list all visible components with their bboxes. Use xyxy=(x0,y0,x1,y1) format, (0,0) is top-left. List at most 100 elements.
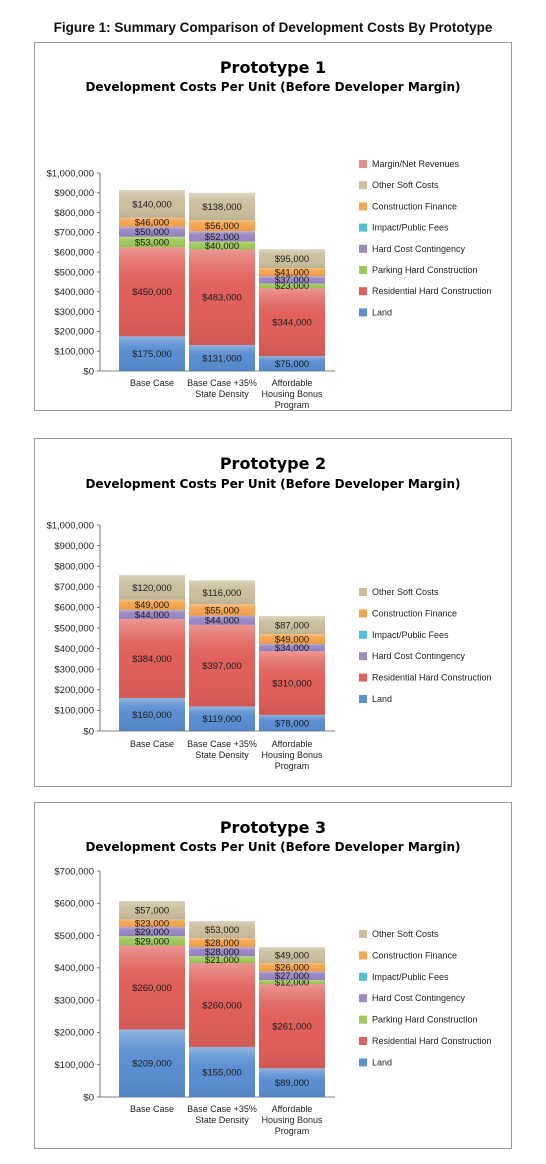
bar-segment-shade xyxy=(259,356,325,371)
x-category-label: State Density xyxy=(195,389,249,399)
bar-segment-shade xyxy=(119,945,185,1030)
data-label: $41,000 xyxy=(275,267,309,278)
legend-swatch-other-soft-costs xyxy=(359,588,367,596)
data-label: $57,000 xyxy=(135,906,169,917)
legend-swatch-land xyxy=(359,695,367,703)
y-tick-label: $500,000 xyxy=(54,623,94,634)
data-label: $49,000 xyxy=(275,951,309,962)
y-tick-label: $400,000 xyxy=(54,287,94,298)
bar-segment-shade xyxy=(189,921,255,939)
y-tick-label: $300,000 xyxy=(54,307,94,318)
legend-swatch-other-soft-costs xyxy=(359,930,367,938)
bar-segment-shade xyxy=(189,220,255,232)
legend-label: Parking Hard Construction xyxy=(372,265,478,275)
bar-segment-shade xyxy=(259,644,325,652)
data-label: $87,000 xyxy=(275,620,309,631)
bar-segment-shade xyxy=(189,345,255,371)
bar-segment-shade xyxy=(259,633,325,645)
legend-label: Hard Cost Contingency xyxy=(372,993,466,1003)
bar-segment-shade xyxy=(119,236,185,248)
bar-segment-shade xyxy=(119,336,185,371)
chart-prototype-1: Prototype 1 Development Costs Per Unit (B… xyxy=(46,58,491,410)
chart-prototype-2: Prototype 2 Development Costs Per Unit (B… xyxy=(46,454,491,771)
legend-label: Hard Cost Contingency xyxy=(372,244,466,254)
legend-label: Land xyxy=(372,307,392,317)
data-label: $75,000 xyxy=(275,359,309,370)
y-tick-label: $300,000 xyxy=(54,665,94,676)
bar-segment-shade xyxy=(259,268,325,277)
y-tick-label: $400,000 xyxy=(54,963,94,974)
data-label: $483,000 xyxy=(202,293,242,304)
bar-segment-shade xyxy=(189,249,255,346)
chart-title: Prototype 3 xyxy=(220,818,326,837)
legend-swatch-parking-hard-construction xyxy=(359,266,367,274)
bar-segment-shade xyxy=(119,609,185,619)
data-label: $23,000 xyxy=(275,281,309,292)
data-label: $56,000 xyxy=(205,221,239,232)
x-category-label: Housing Bonus xyxy=(261,750,323,760)
x-category-label: Affordable xyxy=(272,739,313,749)
data-label: $28,000 xyxy=(205,947,239,958)
chart-panel-prototype-3: Prototype 3 Development Costs Per Unit (B… xyxy=(34,802,512,1149)
chart-subtitle: Development Costs Per Unit (Before Devel… xyxy=(85,477,460,491)
legend-swatch-residential-hard-construction xyxy=(359,1037,367,1045)
bar-segment-shade xyxy=(189,231,255,242)
bar-segment-shade xyxy=(119,190,185,218)
bar-segment-shade xyxy=(259,980,325,984)
legend-label: Margin/Net Revenues xyxy=(372,159,460,169)
data-label: $310,000 xyxy=(272,678,312,689)
bar-segment-shade xyxy=(259,651,325,715)
y-tick-label: $900,000 xyxy=(54,541,94,552)
chart-panel-prototype-1: Prototype 1 Development Costs Per Unit (B… xyxy=(34,42,512,411)
y-tick-label: $100,000 xyxy=(54,706,94,717)
data-label: $89,000 xyxy=(275,1078,309,1089)
y-tick-label: $0 xyxy=(83,726,94,737)
y-tick-label: $600,000 xyxy=(54,899,94,910)
chart-title: Prototype 2 xyxy=(220,454,326,473)
chart-title: Prototype 1 xyxy=(220,58,326,77)
legend-label: Residential Hard Construction xyxy=(372,1036,492,1046)
data-label: $49,000 xyxy=(135,600,169,611)
legend-swatch-construction-finance xyxy=(359,609,367,618)
bar-segment-shade xyxy=(189,604,255,616)
bar-segment-shade xyxy=(119,217,185,227)
y-tick-label: $400,000 xyxy=(54,644,94,655)
legend-swatch-impact-public-fees xyxy=(359,223,367,232)
y-tick-label: $300,000 xyxy=(54,995,94,1006)
y-tick-label: $700,000 xyxy=(54,582,94,593)
legend-label: Hard Cost Contingency xyxy=(372,651,466,661)
y-tick-label: $0 xyxy=(83,366,94,377)
data-label: $27,000 xyxy=(275,971,309,982)
data-label: $260,000 xyxy=(202,1000,242,1011)
data-label: $44,000 xyxy=(205,616,239,627)
y-tick-label: $600,000 xyxy=(54,603,94,614)
data-label: $40,000 xyxy=(205,241,239,252)
figure-title: Figure 1: Summary Comparison of Developm… xyxy=(53,20,493,35)
bar-segment-shade xyxy=(259,288,325,357)
bar-segment-shade xyxy=(119,901,185,920)
data-label: $397,000 xyxy=(202,661,242,672)
bar-segment-shade xyxy=(259,276,325,284)
x-category-label: Program xyxy=(275,761,310,771)
x-category-label: Base Case xyxy=(130,1104,174,1114)
data-label: $49,000 xyxy=(275,634,309,645)
x-category-label: Affordable xyxy=(272,1104,313,1114)
x-category-label: Base Case +35% xyxy=(187,739,257,749)
y-tick-label: $900,000 xyxy=(54,188,94,199)
bar-segment-shade xyxy=(259,971,325,981)
data-label: $26,000 xyxy=(275,963,309,974)
x-category-label: Base Case +35% xyxy=(187,378,257,388)
y-tick-label: $500,000 xyxy=(54,267,94,278)
data-label: $450,000 xyxy=(132,287,172,298)
data-label: $138,000 xyxy=(202,202,242,213)
bar-segment-shade xyxy=(119,698,185,731)
data-label: $209,000 xyxy=(132,1059,172,1070)
y-tick-label: $800,000 xyxy=(54,208,94,219)
data-label: $344,000 xyxy=(272,317,312,328)
x-category-label: State Density xyxy=(195,750,249,760)
legend-swatch-margin-net-revenues xyxy=(359,160,367,168)
bar-segment-shade xyxy=(189,624,255,707)
y-tick-label: $600,000 xyxy=(54,248,94,259)
bar-segment-shade xyxy=(119,936,185,946)
data-label: $155,000 xyxy=(202,1067,242,1078)
